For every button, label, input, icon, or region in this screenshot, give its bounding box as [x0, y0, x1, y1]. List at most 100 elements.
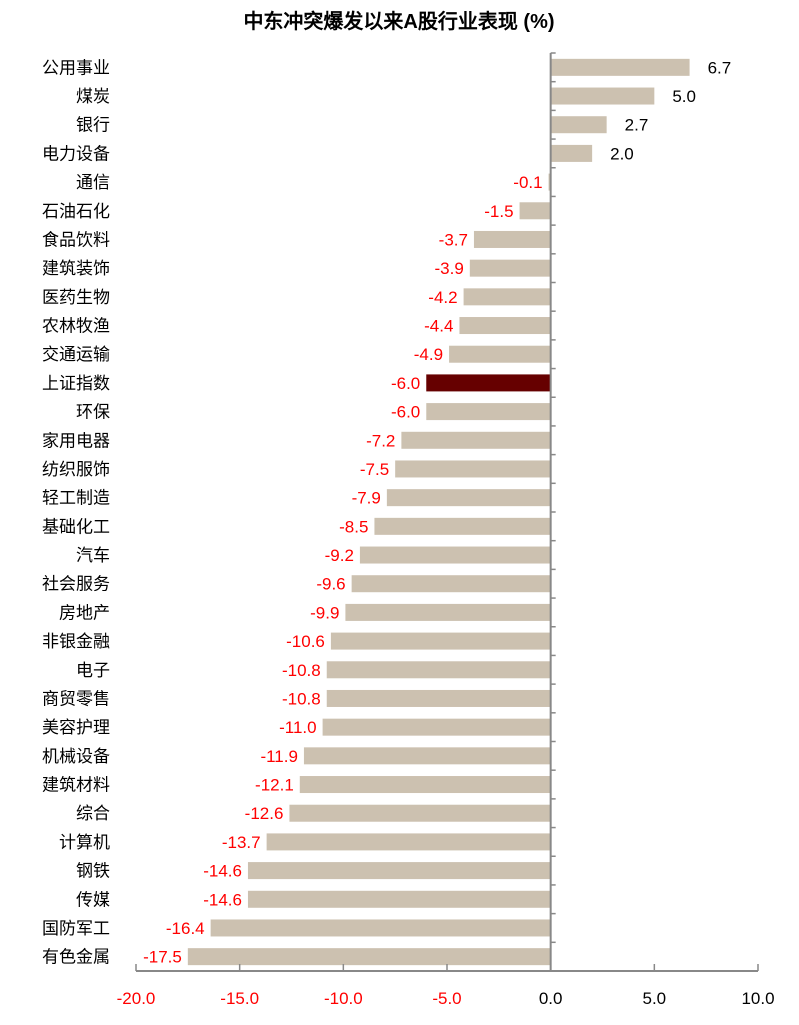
- data-label: -10.6: [286, 632, 325, 651]
- category-label: 环保: [76, 403, 110, 422]
- bar: [326, 661, 551, 679]
- category-label: 家用电器: [42, 431, 110, 450]
- data-label: -17.5: [143, 948, 182, 967]
- data-label: -11.0: [279, 718, 317, 737]
- data-label: 2.0: [610, 144, 634, 163]
- data-label: -10.8: [282, 661, 321, 680]
- bar: [426, 374, 551, 392]
- data-label: -4.4: [424, 317, 453, 336]
- data-label: -6.0: [391, 403, 420, 422]
- category-label: 医药生物: [42, 288, 110, 307]
- category-label: 美容护理: [42, 718, 110, 737]
- category-label: 建筑装饰: [42, 259, 110, 278]
- bar: [266, 833, 551, 851]
- data-label: -9.2: [325, 546, 354, 565]
- x-tick-label: 10.0: [741, 989, 774, 1008]
- data-label: -12.1: [255, 776, 294, 795]
- data-label: 2.7: [625, 116, 649, 135]
- bar: [289, 804, 551, 822]
- data-label: -10.8: [282, 689, 321, 708]
- x-tick-label: -5.0: [432, 989, 461, 1008]
- x-tick-label: 0.0: [539, 989, 563, 1008]
- bar: [449, 345, 551, 363]
- category-label: 银行: [76, 116, 110, 135]
- data-label: 6.7: [708, 58, 732, 77]
- category-label: 煤炭: [76, 87, 110, 106]
- bar: [330, 632, 551, 650]
- bar: [326, 689, 551, 707]
- bar: [550, 58, 690, 76]
- category-label: 公用事业: [42, 58, 110, 77]
- data-label: -6.0: [391, 374, 420, 393]
- bar: [550, 87, 655, 105]
- data-label: -13.7: [222, 833, 261, 852]
- x-tick-label: 5.0: [643, 989, 667, 1008]
- bar: [469, 259, 551, 277]
- category-label: 纺织服饰: [42, 460, 110, 479]
- bar: [426, 403, 551, 421]
- data-label: -1.5: [484, 202, 513, 221]
- data-label: -9.9: [310, 603, 339, 622]
- x-tick-label: -15.0: [220, 989, 259, 1008]
- data-label: -7.5: [360, 460, 389, 479]
- data-label: -8.5: [339, 517, 368, 536]
- bar: [395, 460, 551, 478]
- bar: [386, 489, 551, 507]
- data-label: -16.4: [166, 919, 205, 938]
- bar: [247, 890, 551, 908]
- category-label: 石油石化: [42, 202, 110, 221]
- category-label: 传媒: [76, 890, 110, 909]
- category-label: 有色金属: [42, 948, 110, 967]
- data-label: -7.9: [352, 489, 381, 508]
- bar: [359, 546, 551, 564]
- category-label: 基础化工: [42, 517, 110, 536]
- data-label: -3.9: [435, 259, 464, 278]
- category-label: 农林牧渔: [42, 317, 110, 336]
- bar: [548, 173, 551, 191]
- category-label: 房地产: [59, 603, 110, 622]
- bar: [550, 144, 593, 162]
- x-tick-label: -10.0: [324, 989, 363, 1008]
- bar: [519, 202, 551, 220]
- data-label: -4.9: [414, 345, 443, 364]
- bar: [299, 776, 551, 794]
- category-label: 汽车: [76, 546, 110, 565]
- bar: [210, 919, 551, 937]
- category-label: 非银金融: [42, 632, 110, 651]
- category-label: 电力设备: [42, 144, 110, 163]
- bar: [247, 862, 551, 880]
- bar: [187, 948, 551, 966]
- data-label: -0.1: [513, 173, 542, 192]
- data-label: -4.2: [428, 288, 457, 307]
- category-label: 社会服务: [42, 575, 110, 594]
- data-label: -11.9: [260, 747, 298, 766]
- category-label: 计算机: [59, 833, 110, 852]
- category-label: 钢铁: [76, 862, 110, 881]
- data-label: -3.7: [439, 230, 468, 249]
- bar: [473, 230, 551, 248]
- bar: [401, 431, 551, 449]
- category-label: 建筑材料: [42, 776, 110, 795]
- bar: [345, 603, 551, 621]
- category-label: 通信: [76, 173, 110, 192]
- category-label: 商贸零售: [42, 689, 110, 708]
- bar: [374, 517, 551, 535]
- x-tick-label: -20.0: [117, 989, 156, 1008]
- category-label: 机械设备: [42, 747, 110, 766]
- data-label: -9.6: [316, 575, 345, 594]
- data-label: 5.0: [672, 87, 696, 106]
- category-label: 轻工制造: [42, 489, 110, 508]
- bar: [459, 317, 551, 335]
- category-label: 电子: [76, 661, 110, 680]
- bar: [463, 288, 551, 306]
- bar: [303, 747, 551, 765]
- data-label: -12.6: [245, 804, 284, 823]
- category-label: 食品饮料: [42, 230, 110, 249]
- category-label: 交通运输: [42, 345, 110, 364]
- bar: [351, 575, 551, 593]
- data-label: -7.2: [366, 431, 395, 450]
- category-label: 综合: [76, 804, 110, 823]
- bar: [550, 116, 607, 134]
- data-label: -14.6: [203, 890, 242, 909]
